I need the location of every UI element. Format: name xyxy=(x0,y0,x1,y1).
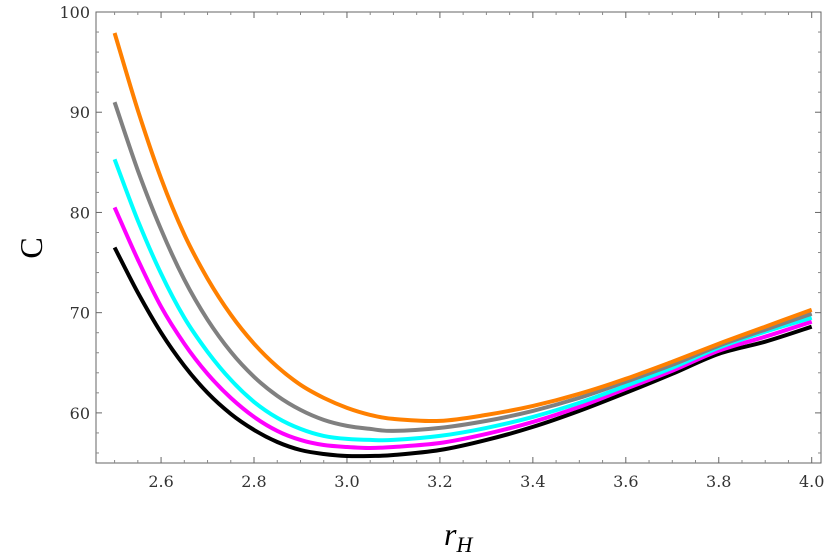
series-line-1 xyxy=(112,246,813,459)
x-tick-label: 3.8 xyxy=(706,472,731,491)
y-tick-label: 80 xyxy=(70,203,90,222)
x-tick-label: 3.4 xyxy=(520,472,545,491)
y-axis-ticks: 60 70 80 90 100 xyxy=(59,3,821,454)
x-tick-label: 2.8 xyxy=(241,472,266,491)
x-tick-label: 3.6 xyxy=(613,472,638,491)
y-tick-label: 90 xyxy=(70,103,90,122)
x-axis-label-main: r xyxy=(444,516,457,552)
y-tick-label: 60 xyxy=(70,404,90,423)
x-axis-label-subscript: H xyxy=(455,532,473,553)
x-tick-label: 3.0 xyxy=(334,472,359,491)
y-tick-label: 100 xyxy=(59,3,90,22)
y-tick-label: 70 xyxy=(70,304,90,323)
x-axis-ticks: 2.6 2.8 3.0 3.2 3.4 3.6 3.8 4.0 xyxy=(114,12,824,491)
x-tick-label: 4.0 xyxy=(799,472,824,491)
plot-frame xyxy=(95,11,822,464)
series-line-5 xyxy=(112,32,813,424)
y-axis-label: C xyxy=(13,237,49,258)
x-tick-label: 2.6 xyxy=(148,472,173,491)
x-axis-label: rH xyxy=(444,516,473,553)
series-line-3 xyxy=(112,158,813,443)
series-lines xyxy=(112,32,813,459)
series-line-4 xyxy=(112,101,813,433)
x-tick-label: 3.2 xyxy=(427,472,452,491)
series-line-2 xyxy=(112,206,813,450)
